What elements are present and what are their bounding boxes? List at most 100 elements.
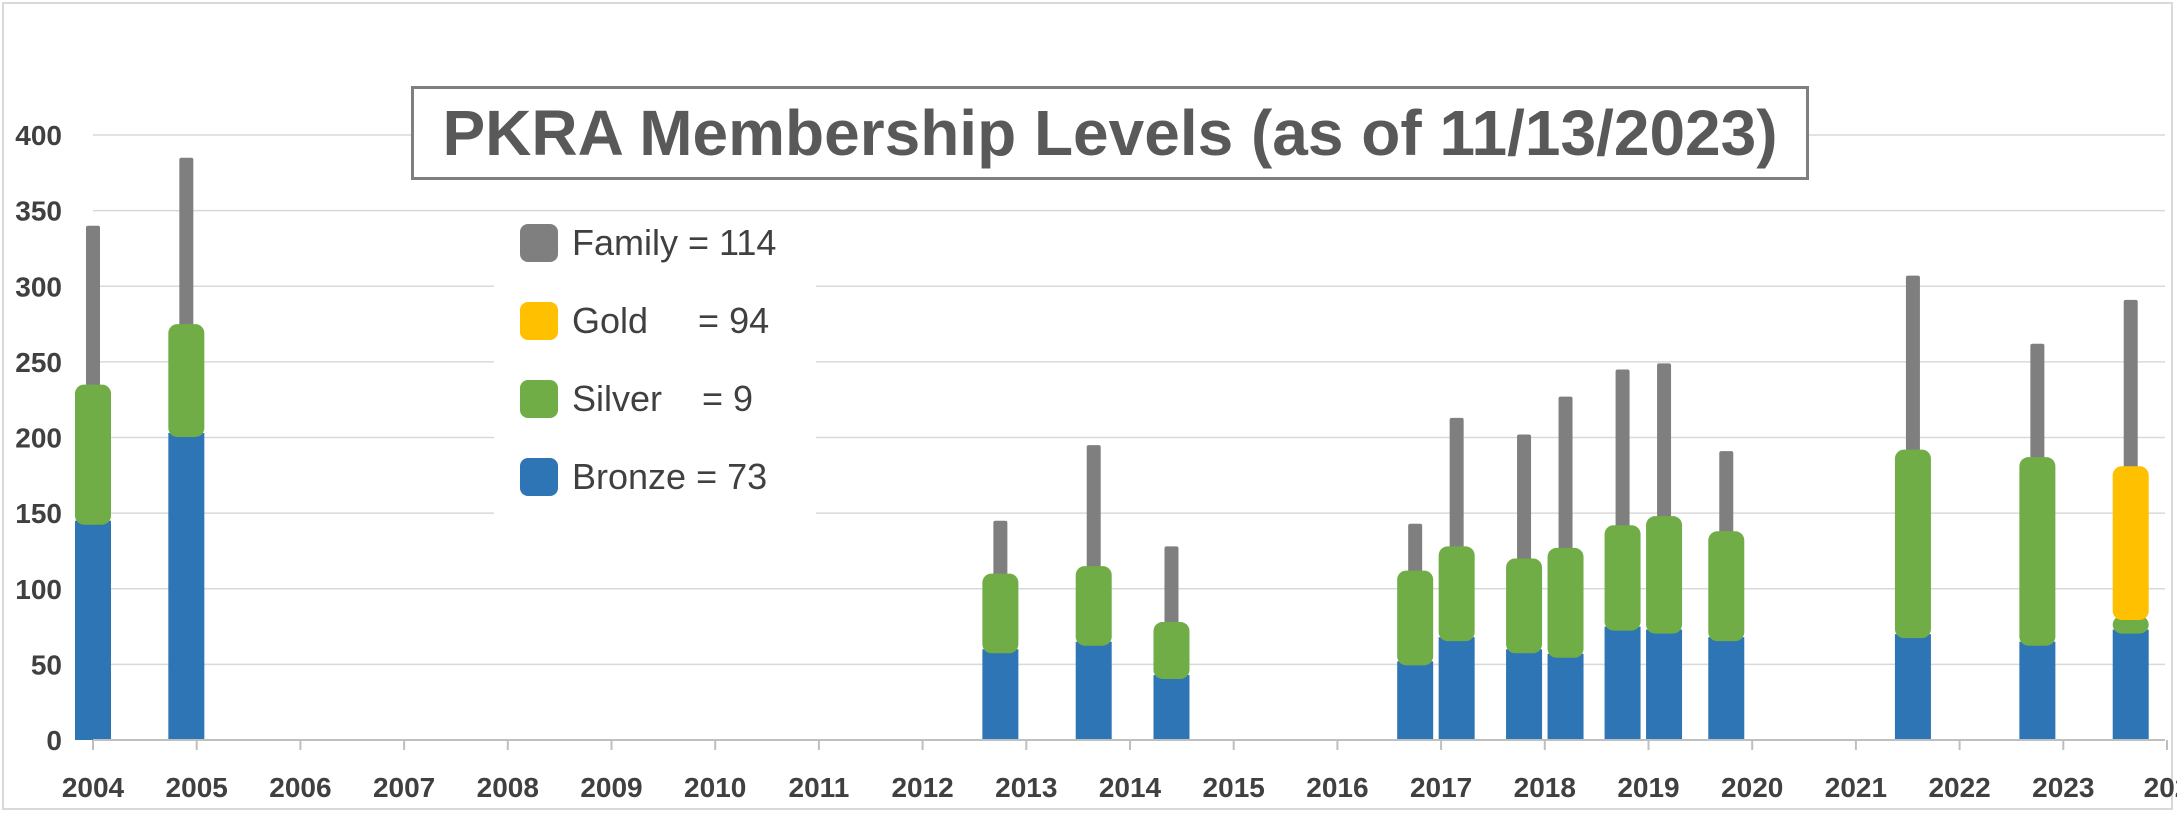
legend-label-gold: Gold = 94 <box>572 300 770 341</box>
y-tick-label: 250 <box>15 347 62 378</box>
bar-bronze <box>1604 626 1641 740</box>
bar-family <box>1615 369 1630 532</box>
bar-family <box>2030 343 2045 464</box>
x-tick-label: 2020 <box>1721 772 1783 803</box>
bar-group <box>2019 343 2056 740</box>
legend-item-gold: Gold = 94 <box>520 296 769 346</box>
bar-family <box>1449 417 1464 553</box>
x-tick-label: 2007 <box>373 772 435 803</box>
bar-family <box>86 225 100 391</box>
bar-bronze <box>1153 674 1190 740</box>
chart-title: PKRA Membership Levels (as of 11/13/2023… <box>411 86 1809 180</box>
bar-bronze <box>1547 653 1584 740</box>
bar-bronze <box>2019 641 2056 740</box>
bar-family <box>1408 523 1423 577</box>
legend-label-family: Family = 114 <box>572 222 777 263</box>
bar-group <box>1894 275 1931 740</box>
bar-family <box>1517 434 1532 565</box>
x-tick-label: 2022 <box>1928 772 1990 803</box>
bar-bronze <box>1646 629 1683 740</box>
legend-swatch-silver <box>520 380 558 418</box>
bar-silver <box>1153 622 1190 679</box>
x-tick-label: 2016 <box>1306 772 1368 803</box>
bar-bronze <box>1708 637 1745 740</box>
bar-silver <box>75 384 111 525</box>
bar-bronze <box>982 649 1019 740</box>
bar-group <box>1075 445 1112 740</box>
bar-group <box>168 157 205 740</box>
bar-bronze <box>1506 649 1543 740</box>
axes <box>92 739 2168 750</box>
x-tick-label: 2009 <box>580 772 642 803</box>
x-tick-label: 2017 <box>1410 772 1472 803</box>
x-tick-label: 2010 <box>684 772 746 803</box>
bar-silver <box>1075 566 1112 646</box>
bar-bronze <box>2112 629 2149 740</box>
bar-group <box>1547 396 1584 740</box>
x-tick-labels: 2004 2005 2006 2007 2008 2009 2010 2011 2012 2013… <box>62 772 2177 803</box>
bar-group <box>982 520 1019 740</box>
bar-bronze <box>75 520 111 740</box>
bar-family <box>1719 451 1734 538</box>
bar-family <box>2123 299 2138 473</box>
y-tick-label: 350 <box>15 196 62 227</box>
bar-group <box>2112 299 2149 740</box>
y-tick-label: 150 <box>15 498 62 529</box>
legend-item-silver: Silver = 9 <box>520 374 753 424</box>
bar-silver <box>1604 525 1641 631</box>
gridlines <box>93 134 2165 666</box>
y-tick-label: 0 <box>46 725 62 756</box>
x-tick-label: 2005 <box>166 772 228 803</box>
bar-silver <box>1506 558 1543 654</box>
y-tick-label: 100 <box>15 574 62 605</box>
bar-family <box>993 520 1008 580</box>
x-tick-label: 2006 <box>269 772 331 803</box>
x-tick-label: 2012 <box>891 772 953 803</box>
bar-family <box>1086 445 1101 573</box>
bar-family <box>1657 363 1672 523</box>
legend-swatch-family <box>520 224 558 262</box>
bar-silver <box>168 324 205 437</box>
legend-swatch-gold <box>520 302 558 340</box>
bar-bronze <box>1438 637 1475 740</box>
legend-item-family: Family = 114 <box>520 218 776 268</box>
x-tick-label: 2013 <box>995 772 1057 803</box>
bar-silver <box>1646 516 1683 634</box>
bar-group <box>1708 451 1745 740</box>
bar-silver <box>1438 546 1475 642</box>
x-tick-label: 2008 <box>477 772 539 803</box>
bar-group <box>1604 369 1641 740</box>
y-tick-label: 200 <box>15 423 62 454</box>
y-tick-label: 400 <box>15 120 62 151</box>
y-tick-label: 300 <box>15 271 62 302</box>
bar-group <box>1153 546 1190 740</box>
y-tick-label: 50 <box>31 649 62 680</box>
x-tick-label: 2004 <box>62 772 125 803</box>
bar-bronze <box>1075 641 1112 740</box>
x-tick-label: 2011 <box>789 772 850 803</box>
bars <box>75 157 2149 740</box>
bar-group <box>1438 417 1475 740</box>
legend: Family = 114 Gold = 94 Silver = 9 Bronze… <box>494 212 816 518</box>
bar-family <box>1164 546 1179 629</box>
bar-silver <box>982 573 1019 654</box>
legend-label-bronze: Bronze = 73 <box>572 456 768 497</box>
bar-family <box>1558 396 1573 554</box>
legend-item-bronze: Bronze = 73 <box>520 452 767 502</box>
bar-silver <box>2019 457 2056 646</box>
bar-silver <box>1708 531 1745 642</box>
x-tick-label: 2023 <box>2032 772 2094 803</box>
legend-swatch-bronze <box>520 458 558 496</box>
bar-bronze <box>168 432 205 740</box>
x-tick-label: 2021 <box>1825 772 1887 803</box>
bar-family <box>1905 275 1920 456</box>
bar-bronze <box>1397 661 1434 740</box>
bar-group <box>1646 363 1683 740</box>
x-tick-label: 2019 <box>1617 772 1679 803</box>
legend-label-silver: Silver = 9 <box>572 378 754 419</box>
bar-silver <box>2112 615 2149 634</box>
y-tick-labels: 0 50 100 150 200 250 300 350 400 <box>15 120 62 756</box>
bar-silver <box>1547 547 1584 658</box>
bar-silver <box>1894 449 1931 639</box>
bar-gold <box>2112 466 2149 620</box>
